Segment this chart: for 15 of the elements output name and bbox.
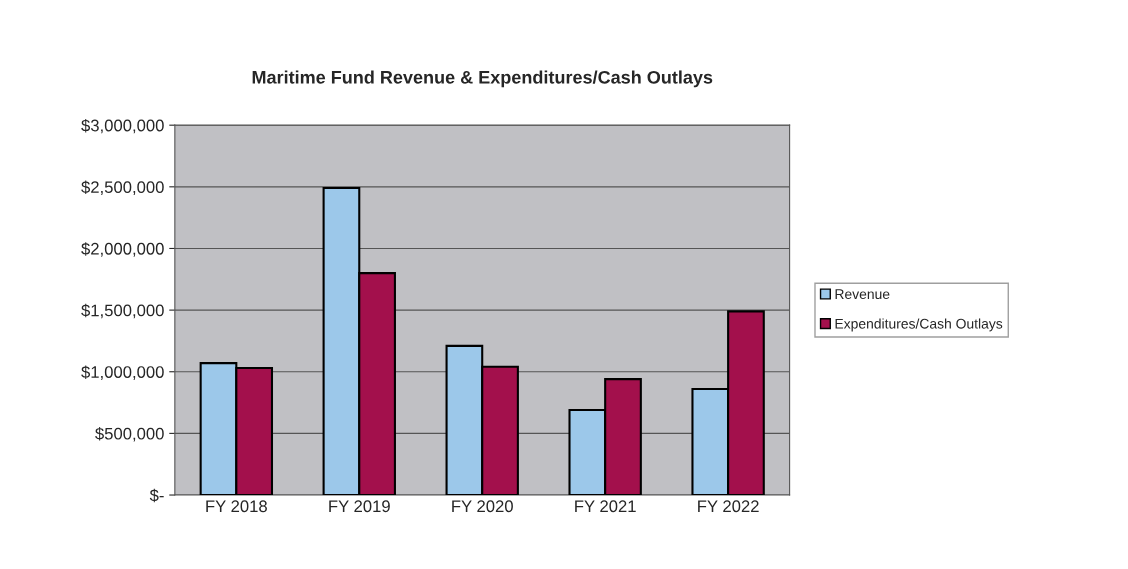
y-tick-label: $2,000,000 — [81, 242, 164, 257]
y-tick-label: $3,000,000 — [81, 118, 164, 134]
x-tick-label: FY 2019 — [329, 500, 390, 513]
x-tick-label: FY 2018 — [206, 500, 267, 513]
y-tick-label: $1,000,000 — [81, 365, 164, 380]
legend-label: Revenue — [835, 289, 890, 300]
x-tick-label: FY 2020 — [452, 500, 513, 513]
legend-label: Expenditures/Cash Outlays — [835, 318, 1003, 332]
y-tick-label: $500,000 — [95, 427, 164, 442]
chart-title: Maritime Fund Revenue & Expenditures/Cash Outlays — [252, 70, 713, 88]
x-tick-label: FY 2021 — [575, 500, 636, 513]
y-tick-label: $- — [149, 488, 164, 503]
x-tick-label: FY 2022 — [698, 500, 759, 513]
y-tick-label: $1,500,000 — [81, 303, 164, 319]
y-tick-label: $2,500,000 — [81, 180, 164, 195]
